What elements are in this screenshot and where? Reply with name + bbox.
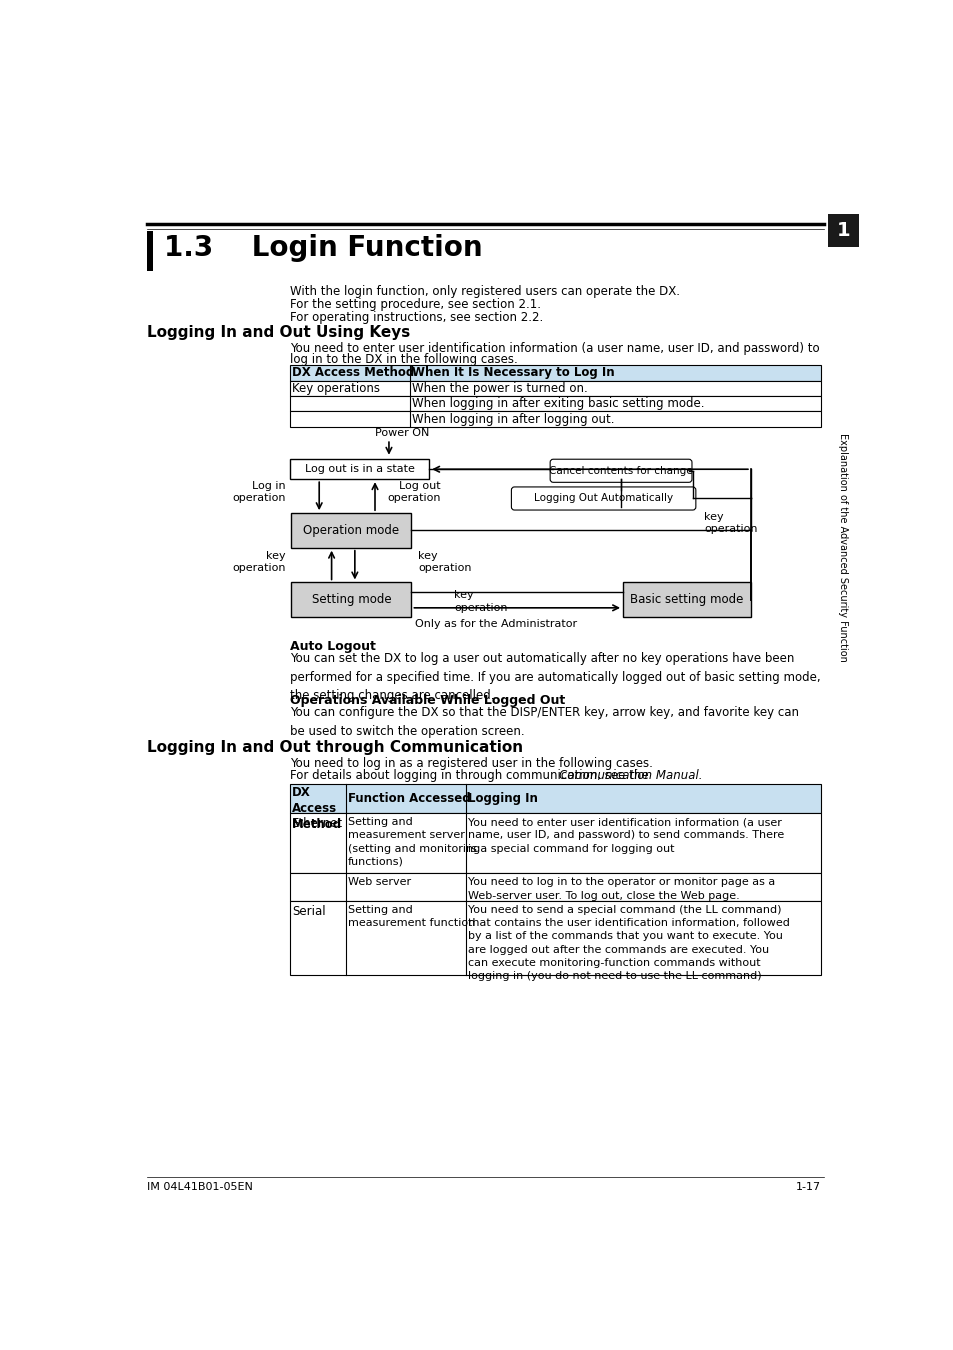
Text: Basic setting mode: Basic setting mode — [630, 593, 742, 606]
Text: You need to send a special command (the LL command)
that contains the user ident: You need to send a special command (the … — [468, 904, 789, 981]
Bar — [290, 396, 820, 412]
Text: IM 04L41B01-05EN: IM 04L41B01-05EN — [147, 1183, 253, 1192]
Bar — [290, 412, 820, 427]
Text: When the power is turned on.: When the power is turned on. — [412, 382, 587, 396]
Bar — [290, 366, 820, 381]
Text: key
operation: key operation — [418, 551, 472, 574]
Text: DX Access Method: DX Access Method — [292, 366, 414, 379]
Bar — [290, 459, 429, 479]
Text: For the setting procedure, see section 2.1.: For the setting procedure, see section 2… — [290, 298, 540, 312]
Bar — [291, 513, 411, 548]
Text: Log out is in a state: Log out is in a state — [304, 464, 414, 474]
FancyBboxPatch shape — [511, 487, 695, 510]
Text: Serial: Serial — [292, 904, 325, 918]
Text: Cancel contents for change: Cancel contents for change — [549, 466, 692, 475]
Bar — [622, 582, 750, 617]
Text: Power ON: Power ON — [375, 428, 429, 439]
Text: You need to log in to the operator or monitor page as a
Web-server user. To log : You need to log in to the operator or mo… — [468, 878, 775, 900]
Text: 1: 1 — [836, 221, 849, 240]
Text: key
operation: key operation — [703, 512, 757, 535]
Text: Setting and
measurement server
(setting and monitoring
functions): Setting and measurement server (setting … — [348, 817, 479, 867]
Text: Logging Out Automatically: Logging Out Automatically — [534, 494, 673, 504]
Text: Explanation of the Advanced Security Function: Explanation of the Advanced Security Fun… — [838, 432, 847, 662]
Text: For operating instructions, see section 2.2.: For operating instructions, see section … — [290, 312, 542, 324]
Text: Web server: Web server — [348, 878, 411, 887]
Text: Setting mode: Setting mode — [312, 593, 391, 606]
Bar — [290, 784, 820, 814]
Text: With the login function, only registered users can operate the DX.: With the login function, only registered… — [290, 285, 679, 298]
Bar — [291, 582, 411, 617]
Text: Log out
operation: Log out operation — [387, 481, 440, 504]
Text: 1.3    Login Function: 1.3 Login Function — [164, 234, 482, 262]
Text: Logging In and Out through Communication: Logging In and Out through Communication — [147, 740, 523, 755]
Text: Auto Logout: Auto Logout — [290, 640, 375, 653]
Text: For details about logging in through communication, see the: For details about logging in through com… — [290, 768, 652, 782]
Bar — [290, 381, 820, 396]
Text: Only as for the Administrator: Only as for the Administrator — [415, 620, 577, 629]
Text: Ethernet: Ethernet — [292, 817, 343, 830]
Text: You need to enter user identification information (a user
name, user ID, and pas: You need to enter user identification in… — [468, 817, 783, 853]
Text: key
operation: key operation — [454, 590, 507, 613]
Bar — [290, 902, 820, 975]
Text: Logging In and Out Using Keys: Logging In and Out Using Keys — [147, 325, 410, 340]
Bar — [290, 814, 820, 873]
Text: Setting and
measurement function: Setting and measurement function — [348, 904, 475, 929]
Text: DX
Access
Method: DX Access Method — [292, 787, 342, 832]
Text: key
operation: key operation — [233, 551, 286, 574]
Text: Operations Available While Logged Out: Operations Available While Logged Out — [290, 694, 564, 707]
Text: When It Is Necessary to Log In: When It Is Necessary to Log In — [412, 366, 614, 379]
Text: Log in
operation: Log in operation — [233, 481, 286, 504]
Text: log in to the DX in the following cases.: log in to the DX in the following cases. — [290, 352, 517, 366]
Text: You can set the DX to log a user out automatically after no key operations have : You can set the DX to log a user out aut… — [290, 652, 820, 702]
Text: 1-17: 1-17 — [796, 1183, 821, 1192]
Text: You can configure the DX so that the DISP/ENTER key, arrow key, and favorite key: You can configure the DX so that the DIS… — [290, 706, 798, 738]
Text: Operation mode: Operation mode — [303, 524, 399, 537]
FancyBboxPatch shape — [550, 459, 691, 482]
Bar — [290, 873, 820, 902]
Text: When logging in after logging out.: When logging in after logging out. — [412, 413, 614, 425]
Text: Key operations: Key operations — [292, 382, 379, 396]
Bar — [827, 162, 858, 1202]
Text: When logging in after exiting basic setting mode.: When logging in after exiting basic sett… — [412, 397, 704, 410]
Text: Logging In: Logging In — [468, 792, 537, 806]
Text: Communication Manual.: Communication Manual. — [558, 768, 702, 782]
Bar — [827, 215, 858, 247]
Text: You need to log in as a registered user in the following cases.: You need to log in as a registered user … — [290, 757, 652, 771]
Text: You need to enter user identification information (a user name, user ID, and pas: You need to enter user identification in… — [290, 342, 819, 355]
Bar — [147, 231, 152, 271]
Text: Function Accessed: Function Accessed — [348, 792, 470, 806]
